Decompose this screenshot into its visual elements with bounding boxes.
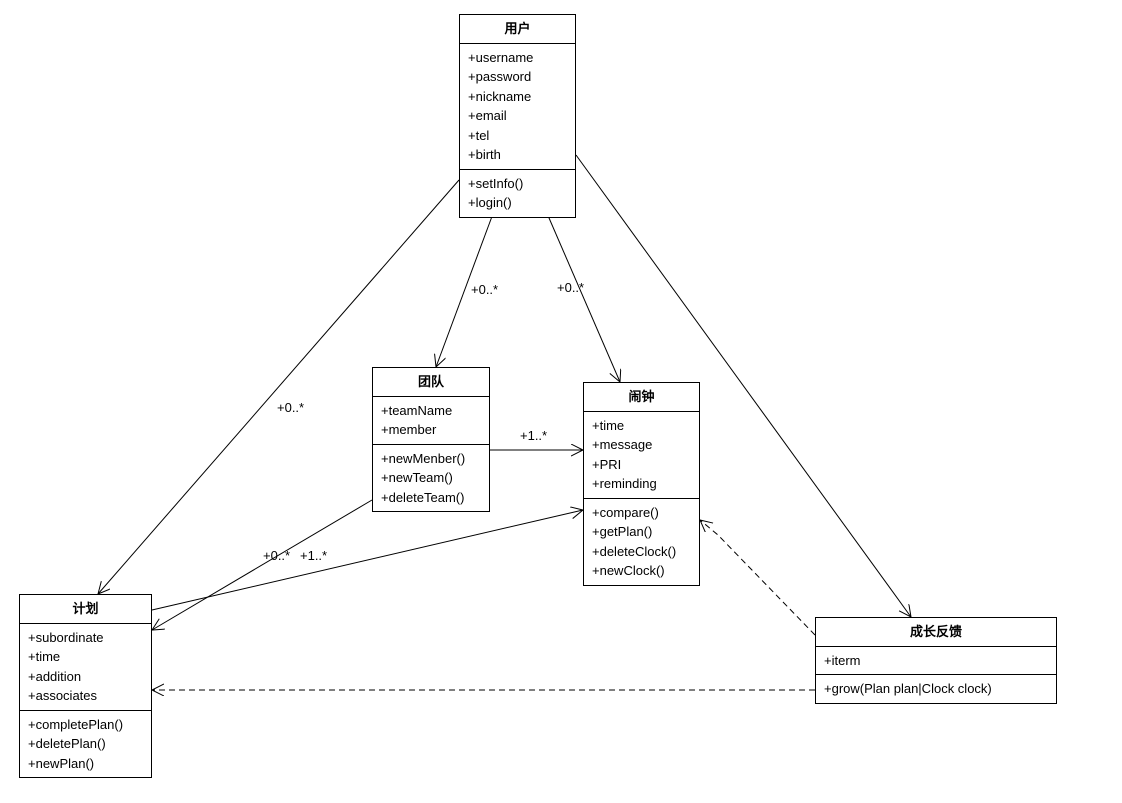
- method: +grow(Plan plan|Clock clock): [824, 679, 1048, 699]
- attr: +member: [381, 420, 481, 440]
- attr: +username: [468, 48, 567, 68]
- method: +newPlan(): [28, 754, 143, 774]
- class-clock-title: 闹钟: [584, 383, 699, 412]
- method: +newClock(): [592, 561, 691, 581]
- attr: +time: [592, 416, 691, 436]
- class-feedback: 成长反馈 +iterm +grow(Plan plan|Clock clock): [815, 617, 1057, 704]
- attr: +reminding: [592, 474, 691, 494]
- attr: +iterm: [824, 651, 1048, 671]
- attr: +email: [468, 106, 567, 126]
- edge-label-plan-clock: +1..*: [300, 548, 327, 563]
- method: +newMenber(): [381, 449, 481, 469]
- edge-feedback-clock: [700, 520, 815, 635]
- attr: +teamName: [381, 401, 481, 421]
- class-team: 团队 +teamName +member +newMenber() +newTe…: [372, 367, 490, 512]
- class-feedback-attrs: +iterm: [816, 647, 1056, 676]
- attr: +nickname: [468, 87, 567, 107]
- method: +deleteClock(): [592, 542, 691, 562]
- class-clock-methods: +compare() +getPlan() +deleteClock() +ne…: [584, 499, 699, 585]
- attr: +message: [592, 435, 691, 455]
- class-clock-attrs: +time +message +PRI +reminding: [584, 412, 699, 499]
- edge-team-plan: [152, 500, 372, 630]
- method: +login(): [468, 193, 567, 213]
- method: +deleteTeam(): [381, 488, 481, 508]
- method: +compare(): [592, 503, 691, 523]
- class-user-methods: +setInfo() +login(): [460, 170, 575, 217]
- edge-user-clock: [546, 211, 620, 382]
- class-user-attrs: +username +password +nickname +email +te…: [460, 44, 575, 170]
- edge-label-user-clock: +0..*: [557, 280, 584, 295]
- class-user: 用户 +username +password +nickname +email …: [459, 14, 576, 218]
- method: +completePlan(): [28, 715, 143, 735]
- class-team-methods: +newMenber() +newTeam() +deleteTeam(): [373, 445, 489, 512]
- method: +deletePlan(): [28, 734, 143, 754]
- attr: +associates: [28, 686, 143, 706]
- edge-label-user-team: +0..*: [471, 282, 498, 297]
- edge-plan-clock: [152, 510, 583, 610]
- edge-label-user-plan: +0..*: [277, 400, 304, 415]
- class-clock: 闹钟 +time +message +PRI +reminding +compa…: [583, 382, 700, 586]
- method: +newTeam(): [381, 468, 481, 488]
- class-team-title: 团队: [373, 368, 489, 397]
- method: +setInfo(): [468, 174, 567, 194]
- class-plan-methods: +completePlan() +deletePlan() +newPlan(): [20, 711, 151, 778]
- class-feedback-title: 成长反馈: [816, 618, 1056, 647]
- method: +getPlan(): [592, 522, 691, 542]
- class-plan-attrs: +subordinate +time +addition +associates: [20, 624, 151, 711]
- diagram-canvas: 用户 +username +password +nickname +email …: [0, 0, 1122, 803]
- attr: +subordinate: [28, 628, 143, 648]
- attr: +password: [468, 67, 567, 87]
- edge-label-team-plan: +0..*: [263, 548, 290, 563]
- attr: +PRI: [592, 455, 691, 475]
- edge-label-team-clock: +1..*: [520, 428, 547, 443]
- attr: +time: [28, 647, 143, 667]
- attr: +birth: [468, 145, 567, 165]
- attr: +tel: [468, 126, 567, 146]
- class-plan-title: 计划: [20, 595, 151, 624]
- attr: +addition: [28, 667, 143, 687]
- class-feedback-methods: +grow(Plan plan|Clock clock): [816, 675, 1056, 703]
- class-plan: 计划 +subordinate +time +addition +associa…: [19, 594, 152, 778]
- class-user-title: 用户: [460, 15, 575, 44]
- class-team-attrs: +teamName +member: [373, 397, 489, 445]
